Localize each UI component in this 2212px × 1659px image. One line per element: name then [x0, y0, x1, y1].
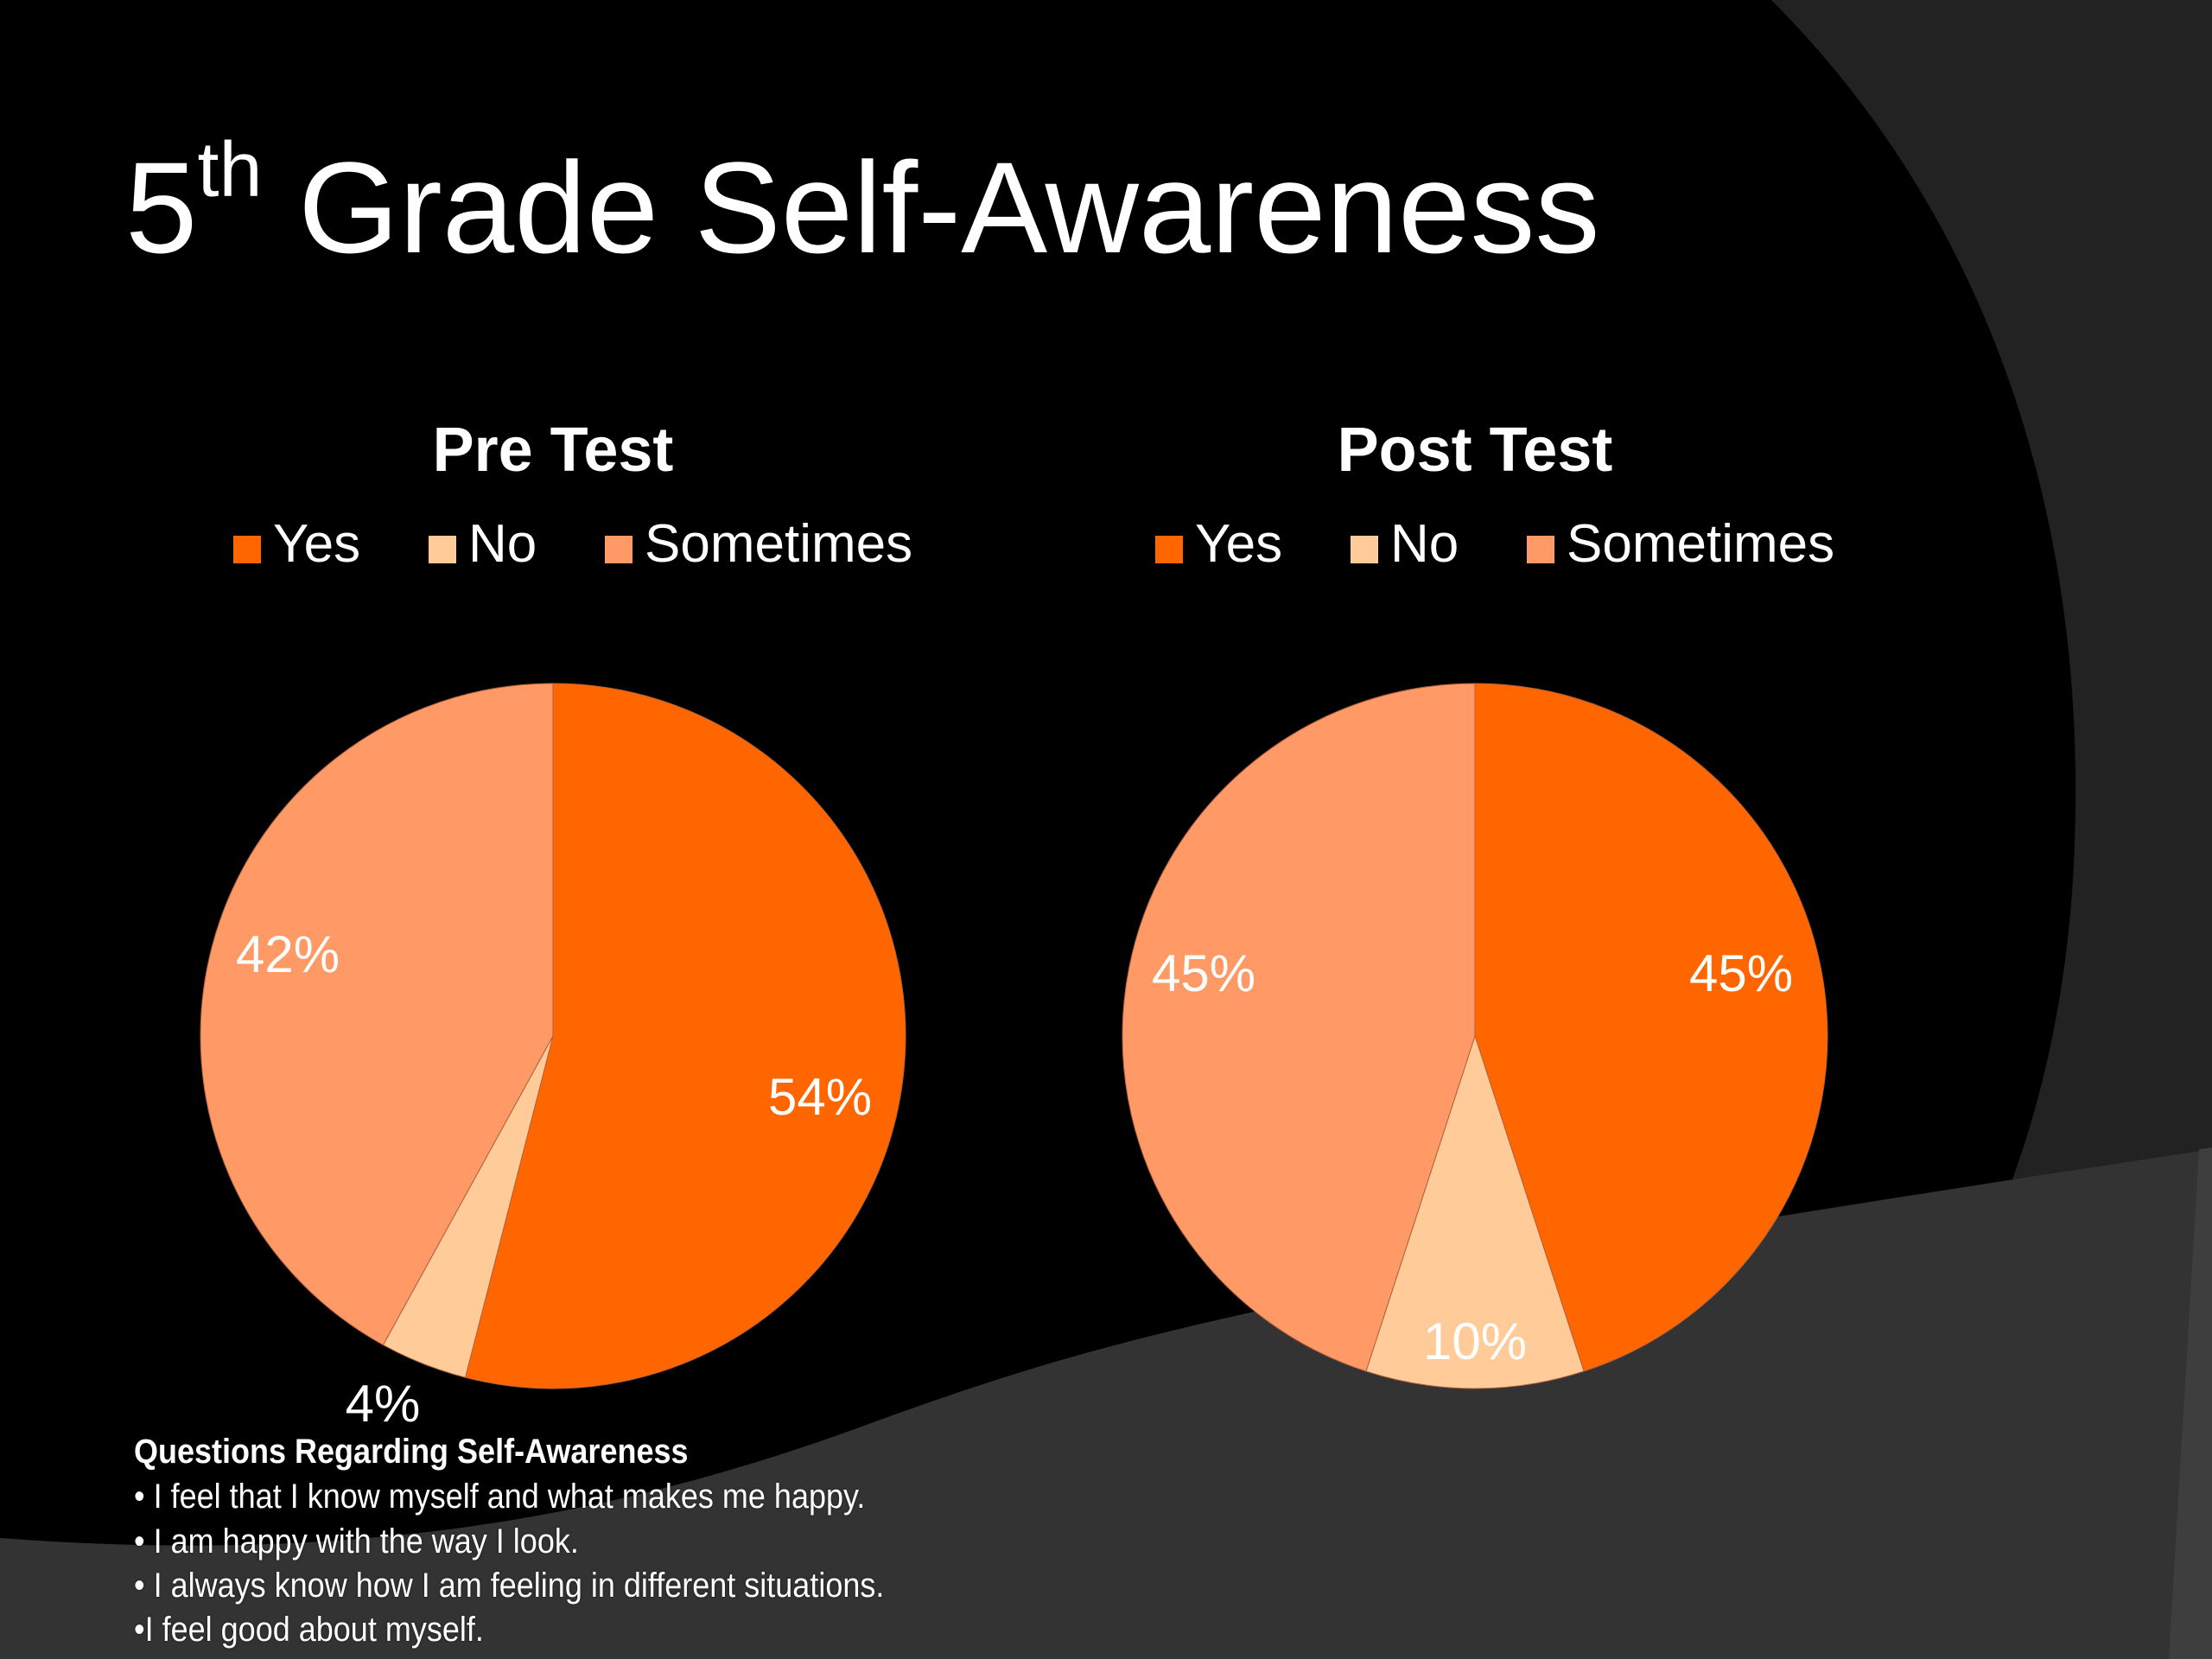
- question-item: • I am happy with the way I look.: [134, 1522, 579, 1560]
- data-label-sometimes: 42%: [236, 925, 340, 983]
- legend-swatch-yes: [1155, 536, 1183, 563]
- legend-label-yes: Yes: [1195, 514, 1282, 574]
- legend-label-yes: Yes: [273, 514, 360, 574]
- questions-heading: Questions Regarding Self-Awareness: [134, 1433, 689, 1471]
- legend-label-no: No: [468, 514, 537, 574]
- data-label-yes: 54%: [768, 1068, 872, 1126]
- question-item: •I feel good about myself.: [134, 1611, 484, 1649]
- question-item: • I always know how I am feeling in diff…: [134, 1567, 885, 1605]
- pie-slice-sometimes: [200, 683, 554, 1346]
- legend-swatch-sometimes: [1527, 536, 1554, 563]
- question-item: • I feel that I know myself and what mak…: [134, 1478, 866, 1516]
- chart-title: Post Test: [1338, 416, 1613, 485]
- legend-label-sometimes: Sometimes: [645, 514, 912, 574]
- data-label-sometimes: 45%: [1152, 944, 1255, 1002]
- legend-swatch-yes: [233, 536, 261, 563]
- data-label-no: 4%: [346, 1375, 421, 1433]
- legend-swatch-no: [429, 536, 456, 563]
- data-label-no: 10%: [1423, 1313, 1527, 1370]
- chart-title: Pre Test: [433, 416, 674, 485]
- pie-slice-yes: [464, 683, 906, 1389]
- background-band-right: [2169, 1147, 2212, 1659]
- slide-title: 5th Grade Self-Awareness: [125, 127, 1599, 280]
- data-label-yes: 45%: [1689, 944, 1793, 1002]
- legend-swatch-no: [1351, 536, 1378, 563]
- legend-swatch-sometimes: [605, 536, 632, 563]
- pie-slice-sometimes: [1122, 683, 1476, 1372]
- pie-slice-yes: [1474, 683, 1828, 1372]
- legend-label-no: No: [1390, 514, 1459, 574]
- pie-slice-no: [1365, 1034, 1585, 1389]
- legend-label-sometimes: Sometimes: [1567, 514, 1834, 574]
